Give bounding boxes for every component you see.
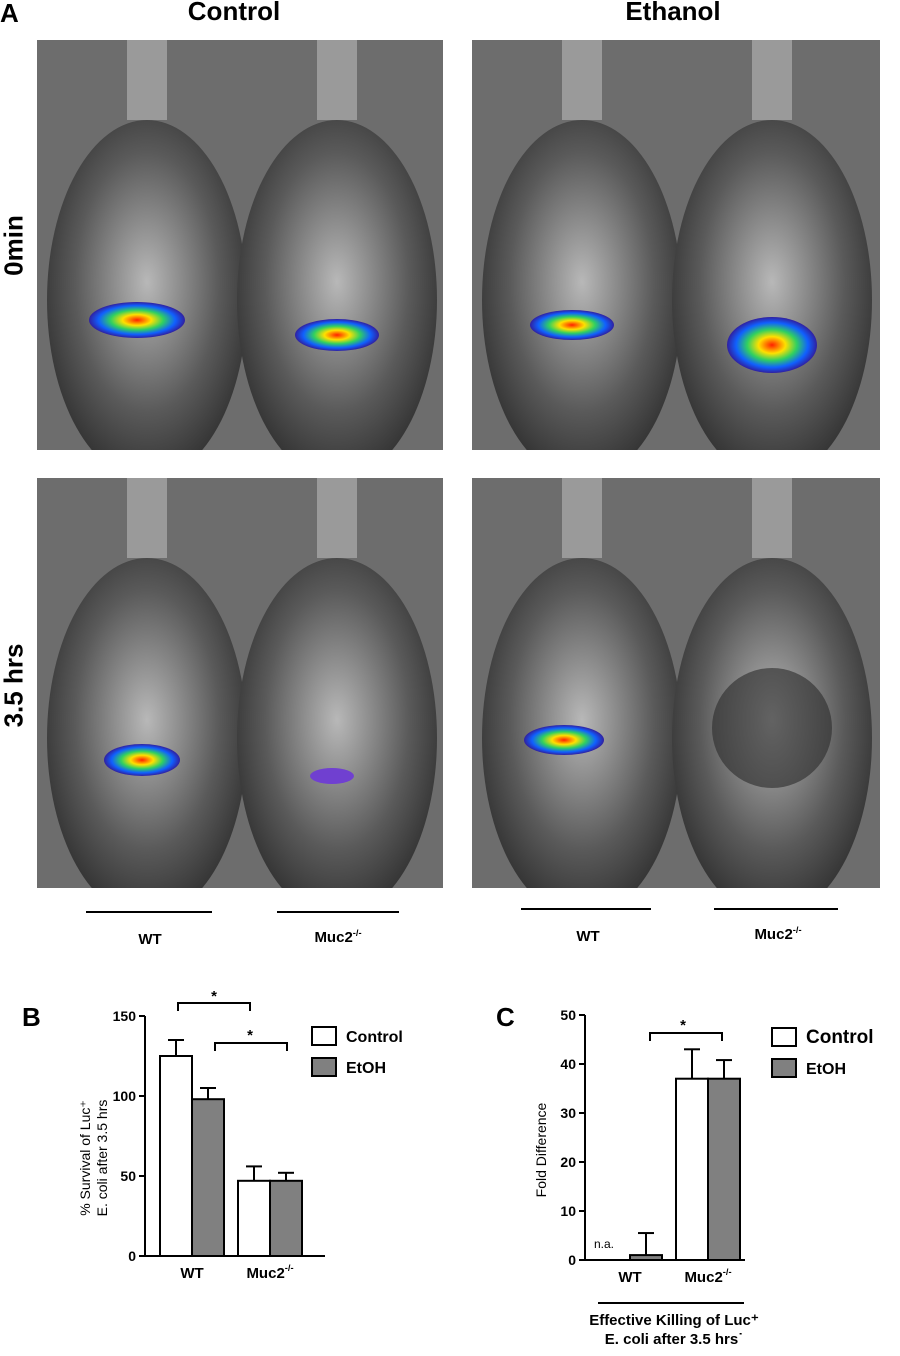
genotype-label-ethanol-wt: WT bbox=[576, 928, 600, 945]
bar-etoh-0 bbox=[191, 1098, 225, 1257]
chart-c-xlabel-line-1: Effective Killing of Luc⁺ bbox=[589, 1312, 759, 1329]
y-tick-label: 30 bbox=[560, 1105, 576, 1121]
panel-c-letter: C bbox=[496, 1002, 515, 1032]
x-tick-label: WT bbox=[618, 1269, 641, 1286]
y-tick-label: 0 bbox=[128, 1248, 136, 1264]
y-tick-label: 150 bbox=[113, 1008, 137, 1024]
chart-c-plot: 0 10 20 30 40 50 WT Muc2-/- Control EtOH n.a. * Effe… bbox=[560, 1007, 873, 1348]
significance-star-2: * bbox=[247, 1027, 253, 1044]
y-tick-label: 50 bbox=[560, 1007, 576, 1023]
image-ethanol-0min bbox=[472, 40, 880, 450]
chart-c: C Fold Difference 0 10 20 30 40 50 WT Muc2-/- Co… bbox=[496, 1002, 874, 1348]
y-tick-label: 100 bbox=[113, 1088, 137, 1104]
chart-b-plot: 0 50 100 150 WT Muc2-/- Control EtOH * * bbox=[113, 990, 403, 1282]
significance-bracket bbox=[649, 1032, 723, 1041]
bar-etoh-1 bbox=[269, 1179, 303, 1257]
significance-bracket-1 bbox=[177, 1002, 251, 1011]
y-tick-label: 10 bbox=[560, 1203, 576, 1219]
panel-b-letter: B bbox=[22, 1002, 41, 1032]
image-ethanol-3-5hrs bbox=[472, 478, 880, 888]
genotype-line-ethanol-wt bbox=[521, 908, 651, 910]
legend-label-control: Control bbox=[806, 1027, 874, 1048]
x-tick-label: Muc2-/- bbox=[246, 1263, 293, 1282]
genotype-line-control-wt bbox=[86, 911, 212, 913]
y-tick-label: 0 bbox=[568, 1252, 576, 1268]
bar-etoh-1 bbox=[707, 1077, 741, 1261]
x-tick-label: Muc2-/- bbox=[684, 1267, 731, 1286]
row-header-3-5hrs: 3.5 hrs bbox=[0, 643, 29, 728]
genotype-label-control-muc2: Muc2-/- bbox=[314, 928, 362, 946]
column-header-ethanol: Ethanol bbox=[625, 0, 721, 26]
genotype-line-ethanol-muc2 bbox=[714, 908, 838, 910]
genotype-line-control-muc2 bbox=[277, 911, 399, 913]
genotype-label-ethanol-muc2: Muc2-/- bbox=[754, 925, 802, 943]
legend-swatch-etoh bbox=[771, 1058, 797, 1078]
significance-star-1: * bbox=[211, 990, 217, 1005]
legend-label-control: Control bbox=[346, 1029, 403, 1046]
column-header-control: Control bbox=[187, 0, 281, 26]
x-tick-label: WT bbox=[180, 1265, 203, 1282]
image-control-3-5hrs bbox=[37, 478, 443, 888]
legend-label-etoh: EtOH bbox=[346, 1060, 386, 1077]
na-label: n.a. bbox=[594, 1237, 614, 1251]
legend-swatch-etoh bbox=[311, 1057, 337, 1077]
significance-star: * bbox=[680, 1017, 686, 1034]
chart-b-ylabel-line-1: % Survival of Luc⁺ bbox=[77, 1100, 93, 1216]
panel-a-letter: A bbox=[0, 0, 19, 28]
significance-bracket-2 bbox=[214, 1042, 288, 1051]
genotype-label-control-wt: WT bbox=[138, 931, 162, 948]
legend-swatch-control bbox=[771, 1027, 797, 1047]
image-control-0min bbox=[37, 40, 443, 450]
y-tick-label: 20 bbox=[560, 1154, 576, 1170]
chart-b: B % Survival of Luc⁺ E. coli after 3.5 h… bbox=[22, 990, 403, 1282]
bar-control-0 bbox=[159, 1055, 193, 1257]
bar-etoh-0 bbox=[629, 1254, 663, 1262]
bar-control-1 bbox=[237, 1179, 271, 1257]
legend-swatch-control bbox=[311, 1026, 337, 1046]
chart-b-ylabel-line-2: E. coli after 3.5 hrs bbox=[94, 1100, 110, 1217]
y-tick-label: 50 bbox=[120, 1168, 136, 1184]
bar-control-1 bbox=[675, 1077, 709, 1261]
y-tick-label: 40 bbox=[560, 1056, 576, 1072]
chart-c-ylabel: Fold Difference bbox=[533, 1102, 549, 1197]
row-header-0min: 0min bbox=[0, 215, 29, 276]
chart-c-xlabel-line-2: E. coli after 3.5 hrs˙ bbox=[605, 1331, 743, 1348]
legend-label-etoh: EtOH bbox=[806, 1061, 846, 1078]
